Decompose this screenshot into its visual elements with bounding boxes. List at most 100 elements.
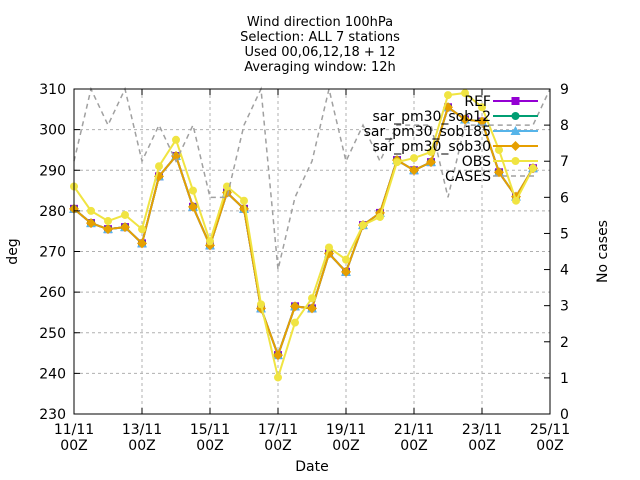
series-line-sar-pm30-sob30 [73,105,534,359]
y2-tick-label: 5 [560,226,569,242]
data-point-sar-pm30-sob30 [307,303,317,314]
data-point-sar-pm30-sob30 [290,301,300,312]
series-layer [69,86,551,382]
data-point-sar-pm30-sob30 [137,238,147,249]
data-point-obs [87,206,95,215]
y-axis-label: deg [5,238,21,264]
data-point-sar-pm30-sob30 [426,157,436,168]
y2-axis: 0 1 2 3 4 5 6 7 8 9 [544,82,569,423]
x-tick-label: 00Z [332,438,359,454]
data-point-obs [478,103,486,112]
chart-title-line: Used 00,06,12,18 + 12 [245,45,396,60]
x-axis: 11/1100Z13/1100Z15/1100Z17/1100Z19/1100Z… [54,89,570,454]
legend-label: sar_pm30_sob12 [372,109,491,125]
x-tick-label: 00Z [468,438,495,454]
y-tick-label: 240 [39,366,66,382]
x-tick-label: 00Z [60,438,87,454]
x-tick-label: 00Z [264,438,291,454]
y-tick-label: 250 [39,326,66,342]
y-tick-label: 270 [39,245,66,261]
x-tick-label: 21/11 [394,422,434,438]
data-point-obs [359,221,367,230]
data-point-obs [342,255,350,264]
x-tick-label: 23/11 [462,422,502,438]
data-point-obs [376,212,384,221]
data-point-obs [393,158,401,167]
x-tick-label: 11/11 [54,422,94,438]
data-point-obs [308,294,316,303]
data-point-obs [155,162,163,171]
y-tick-label: 300 [39,123,66,139]
y2-tick-label: 4 [560,263,569,279]
y-axis: 230 240 250 260 270 280 290 300 310 [39,82,80,423]
x-tick-label: 13/11 [122,422,162,438]
data-point-obs [325,243,333,252]
data-point-obs [206,237,214,246]
data-point-sar-pm30-sob30 [409,165,419,176]
data-point-obs [410,154,418,163]
data-point-sar-pm30-sob30 [103,224,113,235]
data-point-sar-pm30-sob30 [341,266,351,277]
data-point-obs [495,145,503,154]
data-point-obs [274,373,282,382]
data-point-obs [427,147,435,156]
legend-marker [511,112,520,120]
y-tick-label: 310 [39,82,66,98]
data-point-obs [121,210,129,219]
legend-marker [511,97,520,105]
data-point-obs [444,91,452,100]
data-point-sar-pm30-sob30 [273,350,283,361]
x-tick-label: 00Z [196,438,223,454]
data-point-obs [257,300,265,309]
legend-label: REF [464,94,491,110]
data-point-obs [461,89,469,98]
y2-axis-label: No cases [595,220,611,283]
x-tick-label: 00Z [536,438,563,454]
x-tick-label: 00Z [128,438,155,454]
legend-marker [510,126,521,135]
data-point-sar-pm30-sob30 [494,167,504,178]
series-line-obs [73,92,534,382]
data-point-sar-pm30-sob30 [120,222,130,233]
x-tick-label: 00Z [400,438,427,454]
legend-marker [511,157,520,165]
y2-tick-label: 2 [560,335,569,351]
data-point-obs [291,318,299,327]
chart-title-line: Averaging window: 12h [244,60,396,75]
x-tick-label: 25/11 [530,422,570,438]
legend-label: CASES [445,169,491,185]
x-tick-label: 19/11 [326,422,366,438]
legend-marker [510,141,521,151]
chart-title-line: Wind direction 100hPa [247,15,393,30]
data-point-obs [172,135,180,144]
data-point-obs [240,196,248,205]
data-point-obs [189,186,197,195]
grid [74,89,550,414]
data-point-obs [138,225,146,234]
data-point-obs [104,217,112,226]
legend-label: sar_pm30_sob185 [364,124,491,140]
data-point-sar-pm30-sob30 [86,218,96,229]
legend: REFsar_pm30_sob12sar_pm30_sob185sar_pm30… [364,94,538,185]
chart-title-line: Selection: ALL 7 stations [240,30,400,45]
y2-tick-label: 3 [560,299,569,315]
x-tick-label: 17/11 [258,422,298,438]
y2-tick-label: 7 [560,154,569,170]
x-tick-label: 15/11 [190,422,230,438]
y-tick-label: 230 [39,407,66,423]
data-point-obs [223,182,231,191]
x-axis-label: Date [295,459,328,475]
data-point-sar-pm30-sob30 [477,116,487,127]
y-tick-label: 260 [39,285,66,301]
series-line-cases [73,86,551,270]
data-point-obs [512,196,520,205]
y2-tick-label: 6 [560,190,569,206]
legend-label: OBS [462,154,491,170]
data-point-sar-pm30-sob30 [188,201,198,212]
data-point-obs [529,164,537,173]
y-tick-label: 290 [39,163,66,179]
y2-tick-label: 9 [560,82,569,98]
legend-label: sar_pm30_sob30 [372,139,491,155]
